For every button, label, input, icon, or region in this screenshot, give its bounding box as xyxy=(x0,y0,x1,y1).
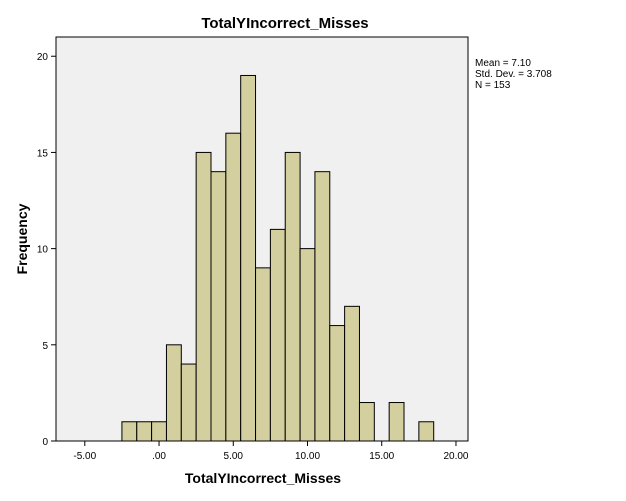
x-tick-label: 5.00 xyxy=(224,451,244,462)
y-tick-label: 10 xyxy=(37,245,49,256)
histogram-bar xyxy=(418,421,435,442)
stat-line: Std. Dev. = 3.708 xyxy=(475,69,552,80)
x-axis-ticks: -5.00 .00 5.00 10.00 15.00 20.00 xyxy=(73,441,469,462)
stat-line: Mean = 7.10 xyxy=(475,58,531,69)
x-axis-label: TotalYIncorrect_Misses xyxy=(185,470,341,486)
histogram-bar xyxy=(314,171,331,442)
chart-title: TotalYIncorrect_Misses xyxy=(201,15,368,32)
histogram-bar xyxy=(255,267,271,442)
x-tick-label: 20.00 xyxy=(443,451,468,462)
histogram-bar xyxy=(329,325,346,442)
histogram-bar xyxy=(180,363,197,442)
y-tick-label: 0 xyxy=(42,437,48,448)
y-axis-ticks: 0 5 10 15 20 xyxy=(37,52,56,448)
histogram-bar xyxy=(225,132,242,442)
histogram-bar xyxy=(284,151,301,442)
stat-line: N = 153 xyxy=(475,80,511,91)
histogram-bar xyxy=(151,421,167,442)
x-tick-label: 10.00 xyxy=(295,451,320,462)
y-tick-label: 20 xyxy=(37,52,49,63)
x-tick-label: .00 xyxy=(152,451,166,462)
y-axis-label: Frequency xyxy=(14,203,30,274)
y-tick-label: 15 xyxy=(37,148,49,159)
histogram-bar xyxy=(210,171,227,442)
histogram-bar xyxy=(136,421,153,442)
histogram-bar xyxy=(358,402,375,442)
x-tick-label: -5.00 xyxy=(73,451,96,462)
y-tick-label: 5 xyxy=(42,341,48,352)
x-tick-label: 15.00 xyxy=(369,451,394,462)
histogram-bar xyxy=(388,402,405,442)
histogram-bar xyxy=(121,421,138,442)
histogram-bar xyxy=(240,74,257,442)
histogram-bar xyxy=(195,151,212,442)
histogram-bar xyxy=(344,305,360,442)
bars-group xyxy=(121,74,435,442)
histogram-bar xyxy=(269,228,286,442)
histogram-bar xyxy=(299,248,316,442)
histogram-bar xyxy=(165,344,182,442)
